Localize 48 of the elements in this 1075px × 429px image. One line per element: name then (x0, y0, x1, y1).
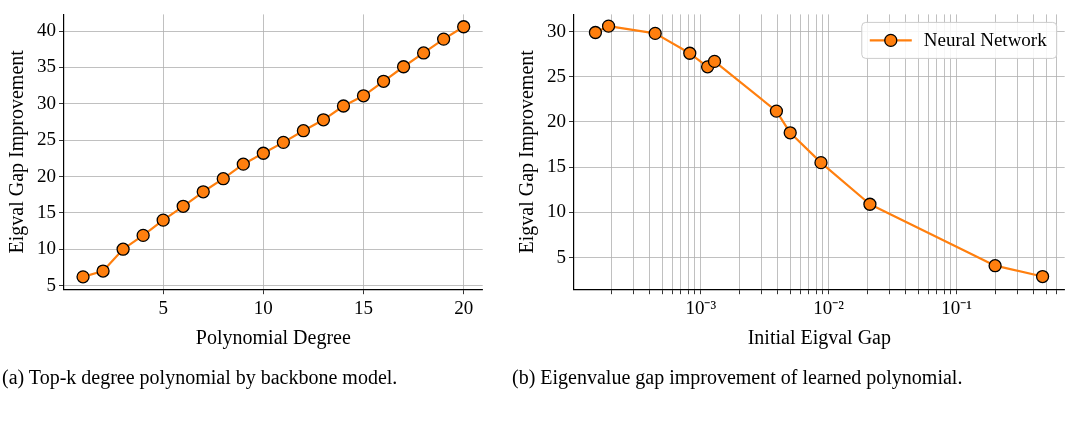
point (176, 199, 190, 213)
legend-label: Neural Network (923, 29, 1048, 51)
point (396, 60, 411, 74)
point (216, 172, 230, 186)
point (276, 135, 291, 149)
y-tick-label: 25 (37, 128, 56, 150)
y-tick-label: 15 (547, 155, 566, 177)
x-tick-label: 10⁻² (813, 296, 845, 318)
text: (b) Eigenvalue gap improvement of learned polynomial. (512, 365, 964, 389)
point (316, 113, 331, 127)
point (96, 264, 110, 278)
y-tick-label: 25 (547, 64, 566, 86)
x-tick-label: 20 (454, 296, 474, 318)
text: (a) Top-k degree polynomial by backbone model. (2, 365, 399, 389)
y-tick-label: 5 (556, 245, 566, 267)
y-tick-label: 35 (37, 55, 56, 77)
point (236, 157, 250, 171)
point (336, 99, 351, 113)
y-tick-label: 30 (547, 19, 566, 41)
point (156, 213, 170, 227)
x-tick-label: 15 (354, 296, 373, 318)
point (136, 228, 150, 243)
point (256, 146, 270, 160)
y-tick-label: 20 (547, 109, 566, 131)
y-tick-label: 15 (37, 200, 56, 222)
y-tick-label: 10 (37, 237, 56, 259)
y-tick-label: 5 (46, 273, 56, 295)
point (356, 89, 371, 103)
x-tick-label: 10 (253, 296, 273, 318)
y-axis-title: Eigval Gap Improvement (5, 49, 29, 254)
point (416, 46, 431, 60)
x-axis-title: Polynomial Degree (195, 326, 351, 350)
x-tick-label: 10⁻¹ (941, 296, 973, 318)
y-tick-label: 10 (547, 200, 566, 222)
point (116, 242, 130, 256)
y-tick-label: 20 (37, 164, 56, 186)
point (76, 270, 90, 284)
x-tick-label: 5 (158, 296, 168, 318)
point (436, 32, 451, 46)
point (296, 124, 311, 138)
y-tick-label: 40 (37, 19, 56, 41)
point (196, 185, 210, 199)
point (457, 20, 471, 34)
y-axis-title: Eigval Gap Improvement (515, 49, 539, 254)
point (376, 74, 391, 88)
y-tick-label: 30 (37, 91, 56, 113)
x-axis-title: Initial Eigval Gap (747, 326, 891, 350)
x-tick-label: 10⁻³ (685, 296, 717, 318)
